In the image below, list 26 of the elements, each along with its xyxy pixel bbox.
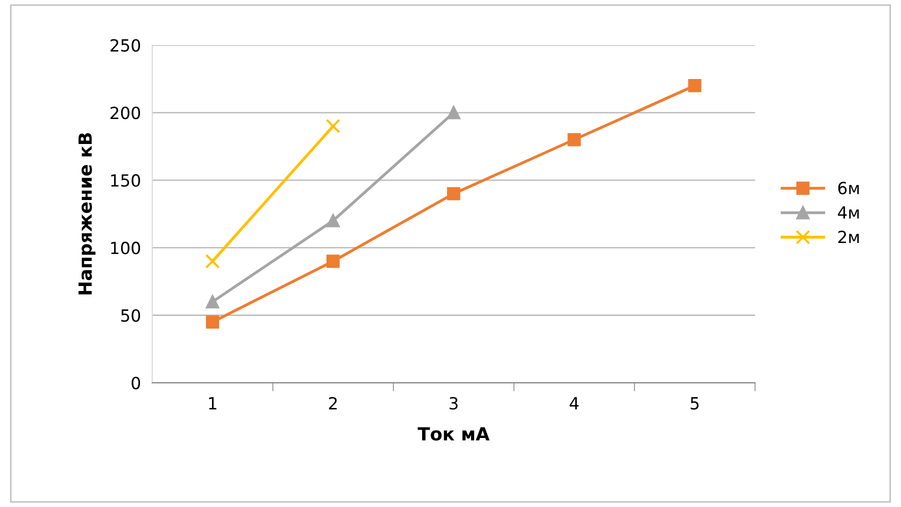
x-tick-label: 3 [450,396,458,410]
legend-label: 6м [838,182,859,194]
point [447,106,460,120]
point [326,254,340,268]
y-tick-label: 0 [132,376,140,390]
x-axis-title: Ток мА [418,427,490,441]
x-tick-label: 1 [209,397,216,410]
y-tick-label: 50 [121,309,140,322]
legend-label: 4м [838,206,859,219]
point [326,118,340,134]
point [568,133,581,146]
y-tick-label: 150 [111,174,140,187]
legend-label: 2м [838,230,859,244]
x-tick-label: 2 [329,396,337,410]
point [326,214,340,228]
y-tick-label: 100 [111,242,140,254]
point [205,254,220,269]
point [206,315,220,329]
y-tick-label: 200 [110,106,140,120]
y-axis-title: Напряжение кВ [78,133,96,294]
x-tick-label: 4 [570,397,579,410]
point [206,295,220,308]
x-tick-label: 5 [690,397,699,410]
point [447,187,460,200]
point [688,79,702,92]
y-tick-label: 250 [110,39,140,52]
